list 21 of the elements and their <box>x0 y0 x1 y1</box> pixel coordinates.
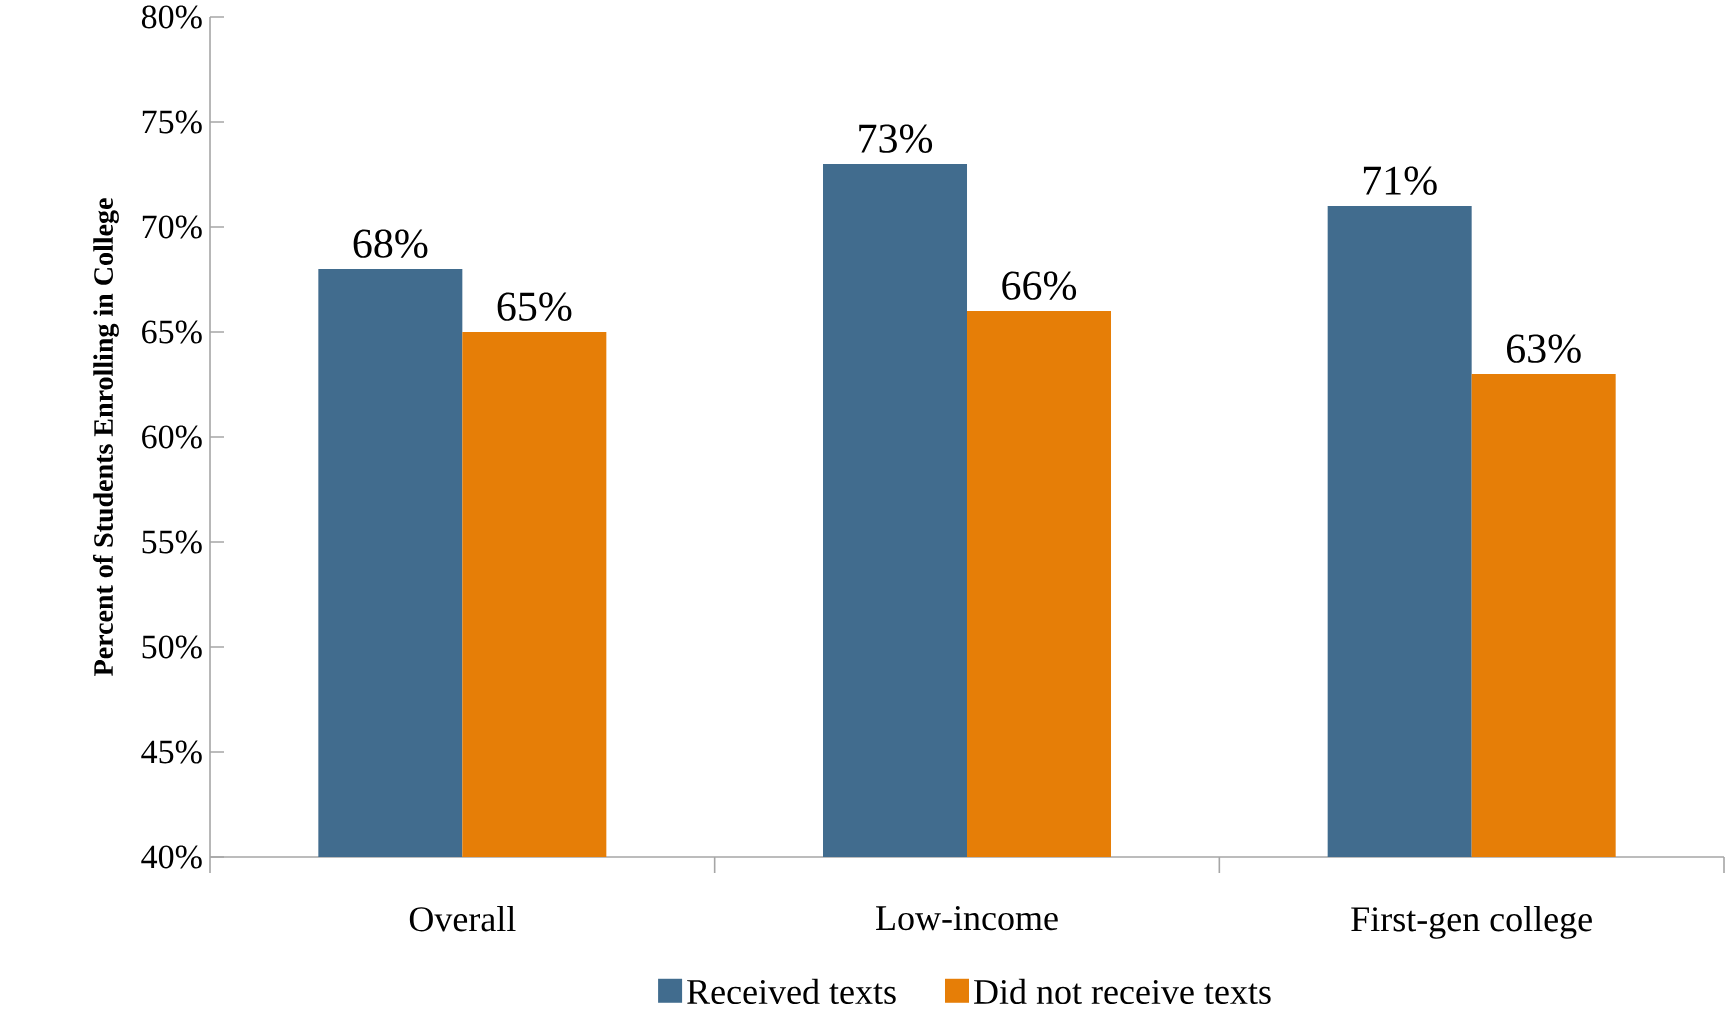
x-tick-label: Overall <box>409 906 516 932</box>
data-label: 71% <box>1363 166 1437 195</box>
y-tick-label: 65% <box>142 320 202 344</box>
data-label: 68% <box>353 229 428 258</box>
legend-label: Did not receive texts <box>974 978 1271 1005</box>
x-tick-label: First-gen college <box>1351 906 1592 939</box>
y-tick-label: 45% <box>141 740 202 764</box>
y-tick-label: 75% <box>142 110 202 134</box>
data-label: 63% <box>1507 334 1581 363</box>
y-tick-label: 40% <box>141 845 202 869</box>
data-label: 65% <box>497 292 572 321</box>
legend-label: Received texts <box>687 978 896 1005</box>
y-axis-title: Percent of Students Enrolling in College <box>92 198 119 676</box>
y-tick-label: 55% <box>142 530 202 554</box>
y-tick-label: 70% <box>142 215 202 239</box>
y-tick-label: 50% <box>142 635 202 659</box>
x-tick-label: Low-income <box>876 906 1058 931</box>
y-tick-label: 80% <box>141 5 202 29</box>
data-label: 73% <box>859 124 933 153</box>
data-label: 66% <box>1002 271 1077 300</box>
y-tick-label: 60% <box>142 425 202 449</box>
